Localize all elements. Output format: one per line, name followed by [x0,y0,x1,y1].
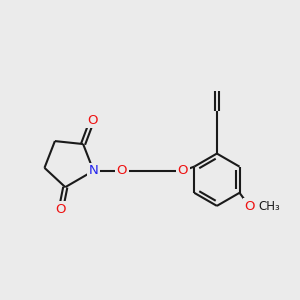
Text: O: O [244,200,255,213]
Text: O: O [116,164,127,177]
Text: O: O [87,114,97,127]
Text: O: O [177,164,188,177]
Text: O: O [56,203,66,216]
Text: N: N [89,164,98,177]
Text: CH₃: CH₃ [258,200,280,213]
